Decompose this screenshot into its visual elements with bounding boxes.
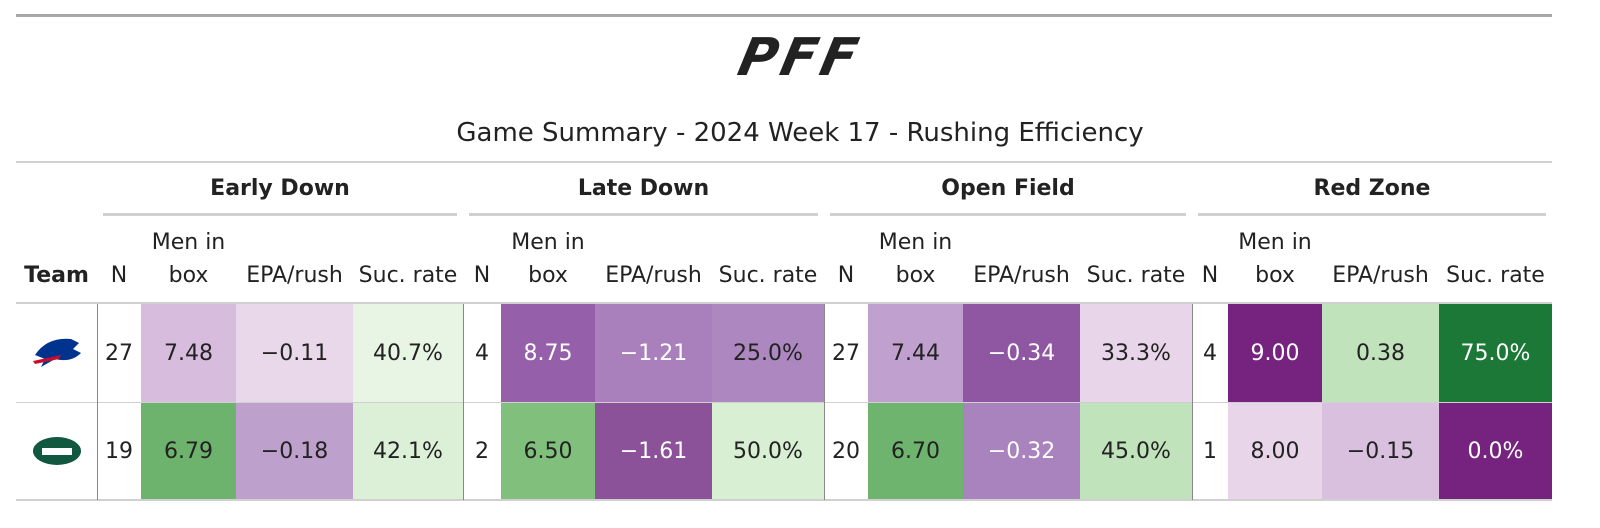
column-header: N xyxy=(1201,263,1219,288)
column-divider xyxy=(97,304,98,500)
table-cell: 0.0% xyxy=(1439,403,1552,499)
table-cell: −0.15 xyxy=(1322,403,1439,499)
column-header: Suc. rate xyxy=(1086,263,1186,288)
table-cell: 20 xyxy=(824,403,868,499)
group-rule xyxy=(1198,213,1546,216)
table-cell: −1.21 xyxy=(595,304,712,402)
group-rule xyxy=(830,213,1186,216)
rule xyxy=(16,161,1552,163)
column-header: Men in box xyxy=(151,230,226,288)
table-cell: 2 xyxy=(463,403,501,499)
table-cell: 7.44 xyxy=(868,304,963,402)
column-header: N xyxy=(837,263,855,288)
group-rule xyxy=(103,213,457,216)
rule xyxy=(16,302,1552,304)
column-header: Suc. rate xyxy=(1446,263,1545,288)
column-divider xyxy=(824,304,825,500)
group-header: Early Down xyxy=(210,176,350,201)
group-header: Open Field xyxy=(941,176,1075,201)
table-cell: 33.3% xyxy=(1080,304,1192,402)
column-header: EPA/rush xyxy=(973,263,1070,288)
column-header: Men in box xyxy=(878,230,953,288)
table-cell: 0.38 xyxy=(1322,304,1439,402)
table-cell: 4 xyxy=(463,304,501,402)
column-header: Suc. rate xyxy=(358,263,458,288)
table-cell: 50.0% xyxy=(712,403,824,499)
column-divider xyxy=(1192,304,1193,500)
table-cell: 27 xyxy=(824,304,868,402)
group-rule xyxy=(469,213,818,216)
logo: PFF xyxy=(733,28,867,88)
table-cell: 42.1% xyxy=(353,403,463,499)
table-cell: 4 xyxy=(1192,304,1228,402)
team-logo xyxy=(16,304,97,402)
column-header: EPA/rush xyxy=(1332,263,1429,288)
title: Game Summary - 2024 Week 17 - Rushing Ef… xyxy=(456,118,1144,148)
table-cell: 75.0% xyxy=(1439,304,1552,402)
table-cell: 27 xyxy=(97,304,141,402)
column-header: EPA/rush xyxy=(246,263,343,288)
table-cell: −0.18 xyxy=(236,403,353,499)
rule xyxy=(16,499,1552,501)
column-header: Men in box xyxy=(1238,230,1312,288)
table-cell: −0.11 xyxy=(236,304,353,402)
table-cell: 8.75 xyxy=(501,304,595,402)
table-cell: 19 xyxy=(97,403,141,499)
table-cell: 6.79 xyxy=(141,403,236,499)
table-cell: 7.48 xyxy=(141,304,236,402)
rule xyxy=(16,402,1552,403)
table-cell: 25.0% xyxy=(712,304,824,402)
column-header: Team xyxy=(24,263,89,288)
table-cell: −0.32 xyxy=(963,403,1080,499)
table-cell: −0.34 xyxy=(963,304,1080,402)
group-header: Late Down xyxy=(577,176,710,201)
table-cell: −1.61 xyxy=(595,403,712,499)
table-cell: 6.70 xyxy=(868,403,963,499)
group-header: Red Zone xyxy=(1313,176,1431,201)
column-header: EPA/rush xyxy=(605,263,702,288)
column-header: N xyxy=(110,263,128,288)
column-header: Men in box xyxy=(511,230,585,288)
table-cell: 8.00 xyxy=(1228,403,1322,499)
table-cell: 6.50 xyxy=(501,403,595,499)
top-rule xyxy=(16,14,1552,17)
team-logo xyxy=(16,403,97,499)
column-header: N xyxy=(473,263,491,288)
table-cell: 1 xyxy=(1192,403,1228,499)
table-cell: 45.0% xyxy=(1080,403,1192,499)
column-header: Suc. rate xyxy=(718,263,818,288)
column-divider xyxy=(463,304,464,500)
table-cell: 40.7% xyxy=(353,304,463,402)
table-cell: 9.00 xyxy=(1228,304,1322,402)
